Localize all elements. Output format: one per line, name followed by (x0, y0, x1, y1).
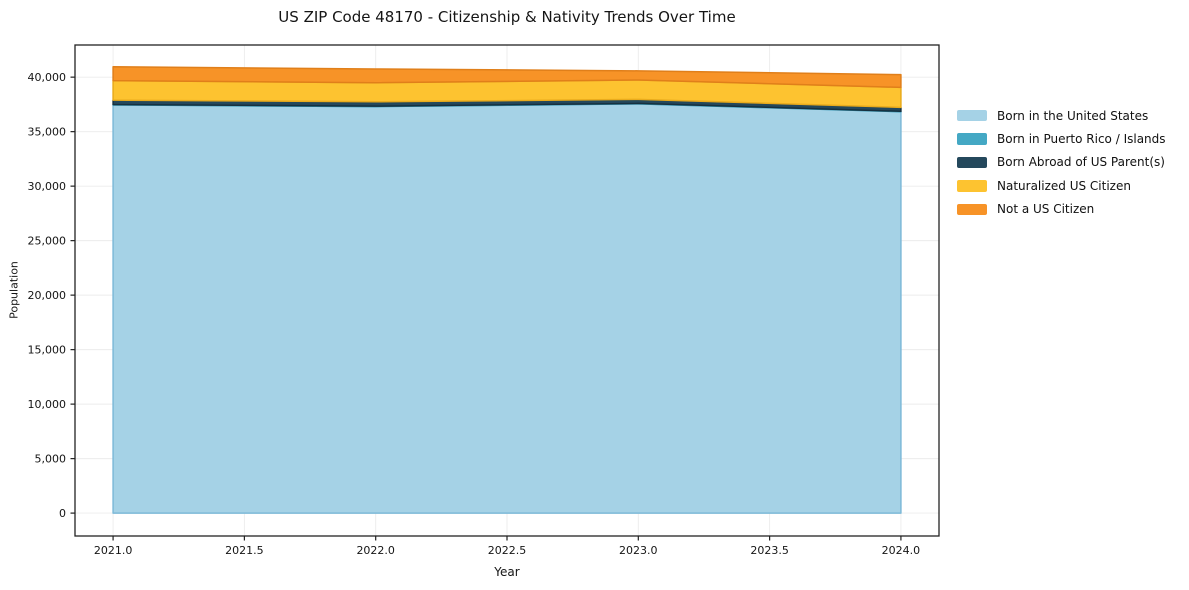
area-not-a-us-citizen (112, 66, 902, 89)
y-tick-label: 30,000 (28, 180, 67, 193)
x-tick-label: 2023.5 (750, 544, 789, 557)
legend-swatch (957, 133, 987, 145)
legend-label: Naturalized US Citizen (997, 178, 1131, 193)
x-tick-label: 2022.0 (356, 544, 395, 557)
legend-swatch (957, 180, 987, 192)
y-tick-label: 0 (59, 507, 66, 520)
y-tick-label: 35,000 (28, 126, 67, 139)
legend-label: Born Abroad of US Parent(s) (997, 155, 1165, 170)
area-born-in-the-united-states (112, 103, 902, 514)
x-tick-label: 2024.0 (882, 544, 921, 557)
legend-swatch (957, 109, 987, 122)
legend: Born in the United States Born in Puerto … (957, 104, 1166, 221)
x-axis-label: Year (494, 565, 520, 579)
legend-swatch (957, 156, 987, 169)
legend-item-born-abroad-of-us-parent-s: Born Abroad of US Parent(s) (957, 151, 1166, 174)
x-tick-label: 2021.5 (225, 544, 264, 557)
legend-item-naturalized-us-citizen: Naturalized US Citizen (957, 174, 1166, 197)
x-tick-label: 2022.5 (488, 544, 527, 557)
legend-item-not-a-us-citizen: Not a US Citizen (957, 198, 1166, 221)
y-axis-label: Population (7, 261, 21, 319)
y-tick-label: 20,000 (28, 289, 67, 302)
y-tick-label: 15,000 (28, 344, 67, 357)
x-tick-label: 2021.0 (94, 544, 133, 557)
legend-item-born-in-the-united-states: Born in the United States (957, 104, 1166, 127)
legend-label: Born in Puerto Rico / Islands (997, 132, 1166, 147)
y-tick-label: 25,000 (28, 235, 67, 248)
chart-title: US ZIP Code 48170 - Citizenship & Nativi… (278, 8, 736, 26)
legend-swatch (957, 203, 987, 215)
legend-label: Not a US Citizen (997, 202, 1095, 217)
y-tick-label: 40,000 (28, 71, 67, 84)
x-tick-label: 2023.0 (619, 544, 658, 557)
y-tick-label: 5,000 (35, 453, 67, 466)
legend-label: Born in the United States (997, 108, 1149, 123)
y-tick-label: 10,000 (28, 398, 67, 411)
legend-item-born-in-puerto-rico-islands: Born in Puerto Rico / Islands (957, 127, 1166, 150)
